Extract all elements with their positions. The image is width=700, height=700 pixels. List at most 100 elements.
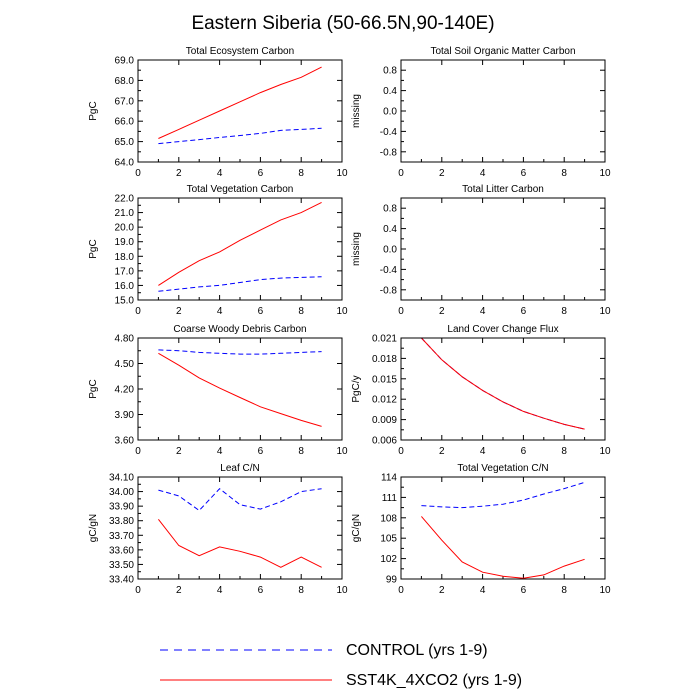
coarse-woody-debris-carbon-ylabel: PgC (88, 379, 99, 398)
y-tick-label: 33.70 (109, 531, 134, 542)
total-soil-organic-matter-carbon-frame (400, 59, 606, 163)
x-tick-label: 0 (398, 585, 404, 596)
leaf-c-n-title: Leaf C/N (220, 463, 259, 474)
x-tick-label: 8 (561, 306, 567, 317)
y-tick-label: 0.018 (372, 354, 397, 365)
total-vegetation-carbon-frame (137, 197, 343, 301)
y-tick-label: 105 (380, 534, 397, 545)
y-tick-label: 3.60 (115, 436, 135, 447)
total-vegetation-c-n-sst4k-line (421, 516, 585, 579)
legend: CONTROL (yrs 1-9) SST4K_4XCO2 (yrs 1-9) (160, 642, 522, 689)
total-vegetation-c-n-frame (400, 476, 606, 580)
total-litter-carbon-panel: Total Litter Carbon missing 0 2 4 6 8 10 -0.8 -0.… (351, 184, 611, 317)
y-tick-label: 34.00 (109, 487, 134, 498)
total-ecosystem-carbon-title: Total Ecosystem Carbon (186, 46, 294, 57)
x-tick-label: 2 (439, 585, 445, 596)
land-cover-change-flux-panel: Land Cover Change Flux PgC/y 0 2 4 6 8 10 0.006 0… (351, 324, 611, 457)
y-tick-label: 102 (380, 554, 397, 565)
y-tick-label: 3.90 (115, 410, 135, 421)
land-cover-change-flux-ylabel: PgC/y (351, 375, 362, 402)
x-tick-label: 6 (521, 168, 527, 179)
x-tick-label: 10 (336, 168, 348, 179)
x-tick-label: 2 (439, 306, 445, 317)
y-tick-label: 0.0 (383, 107, 397, 118)
total-vegetation-c-n-control-line (421, 481, 585, 509)
leaf-c-n-frame (137, 476, 343, 580)
coarse-woody-debris-carbon-panel: Coarse Woody Debris Carbon PgC 0 2 4 6 8 10 3.60… (88, 324, 348, 457)
x-tick-label: 2 (176, 306, 182, 317)
y-tick-label: 4.80 (115, 334, 135, 345)
total-soil-organic-matter-carbon-title: Total Soil Organic Matter Carbon (430, 46, 575, 57)
x-tick-label: 6 (258, 168, 264, 179)
y-tick-label: 33.60 (109, 545, 134, 556)
y-tick-label: 34.10 (109, 473, 134, 484)
y-tick-label: 22.0 (115, 194, 135, 205)
y-tick-label: 67.0 (115, 96, 135, 107)
total-soil-organic-matter-carbon-panel: Total Soil Organic Matter Carbon missing 0… (351, 46, 611, 179)
x-tick-label: 8 (298, 585, 304, 596)
y-tick-label: 0.4 (383, 224, 397, 235)
total-litter-carbon-title: Total Litter Carbon (462, 184, 544, 195)
x-tick-label: 6 (521, 306, 527, 317)
x-tick-label: 8 (298, 446, 304, 457)
y-tick-label: 21.0 (115, 208, 135, 219)
y-tick-label: 0.8 (383, 66, 397, 77)
total-soil-organic-matter-carbon-ylabel: missing (351, 94, 362, 128)
total-ecosystem-carbon-frame (137, 59, 343, 163)
total-vegetation-c-n-ylabel: gC/gN (351, 514, 362, 542)
y-tick-label: 0.009 (372, 415, 397, 426)
land-cover-change-flux-title: Land Cover Change Flux (447, 324, 558, 335)
x-tick-label: 0 (398, 306, 404, 317)
total-ecosystem-carbon-panel: Total Ecosystem Carbon PgC 0 2 4 6 8 10 64.0 65.0… (88, 46, 348, 179)
x-tick-label: 2 (439, 446, 445, 457)
y-tick-label: 0.4 (383, 86, 397, 97)
y-tick-label: 19.0 (115, 237, 135, 248)
x-tick-label: 4 (217, 585, 223, 596)
x-tick-label: 10 (336, 585, 348, 596)
x-tick-label: 8 (561, 446, 567, 457)
x-tick-label: 2 (439, 168, 445, 179)
leaf-c-n-ylabel: gC/gN (88, 514, 99, 542)
total-vegetation-carbon-control-line (158, 276, 322, 292)
x-tick-label: 2 (176, 585, 182, 596)
y-tick-label: 108 (380, 513, 397, 524)
y-tick-label: 69.0 (115, 56, 135, 67)
y-tick-label: 0.006 (372, 436, 397, 447)
legend-sst4k-label: SST4K_4XCO2 (yrs 1-9) (346, 672, 522, 689)
x-tick-label: 6 (258, 306, 264, 317)
y-tick-label: 18.0 (115, 252, 135, 263)
x-tick-label: 4 (480, 585, 486, 596)
y-tick-label: 114 (381, 473, 397, 484)
y-tick-label: 33.50 (109, 560, 134, 571)
leaf-c-n-panel: Leaf C/N gC/gN 0 2 4 6 8 10 33.40 33.50 33.60 33.70… (88, 463, 348, 596)
y-tick-label: -0.8 (380, 285, 398, 296)
total-litter-carbon-ylabel: missing (351, 232, 362, 266)
x-tick-label: 6 (521, 446, 527, 457)
x-tick-label: 0 (135, 585, 141, 596)
y-tick-label: 66.0 (115, 117, 135, 128)
total-vegetation-c-n-panel: Total Vegetation C/N gC/gN 0 2 4 6 8 10 99 102 105… (351, 463, 611, 596)
x-tick-label: 0 (398, 446, 404, 457)
y-tick-label: 0.8 (383, 204, 397, 215)
y-tick-label: 65.0 (115, 137, 135, 148)
x-tick-label: 2 (176, 446, 182, 457)
x-tick-label: 10 (336, 446, 348, 457)
leaf-c-n-control-line (158, 488, 322, 512)
total-ecosystem-carbon-sst4k-line (158, 66, 322, 139)
total-vegetation-carbon-panel: Total Vegetation Carbon PgC 0 2 4 6 8 10 15.0 16.… (88, 184, 348, 317)
coarse-woody-debris-carbon-frame (137, 337, 343, 441)
x-tick-label: 4 (217, 446, 223, 457)
total-vegetation-carbon-sst4k-line (158, 201, 322, 286)
y-tick-label: 4.20 (115, 385, 135, 396)
x-tick-label: 4 (480, 306, 486, 317)
y-tick-label: 0.012 (372, 395, 397, 406)
y-tick-label: 33.40 (109, 575, 134, 586)
x-tick-label: 10 (599, 585, 611, 596)
y-tick-label: 0.021 (372, 334, 397, 345)
y-tick-label: 0.015 (372, 374, 397, 385)
y-tick-label: 20.0 (115, 223, 135, 234)
x-tick-label: 0 (135, 168, 141, 179)
y-tick-label: 33.90 (109, 502, 134, 513)
legend-control-label: CONTROL (yrs 1-9) (346, 642, 488, 659)
